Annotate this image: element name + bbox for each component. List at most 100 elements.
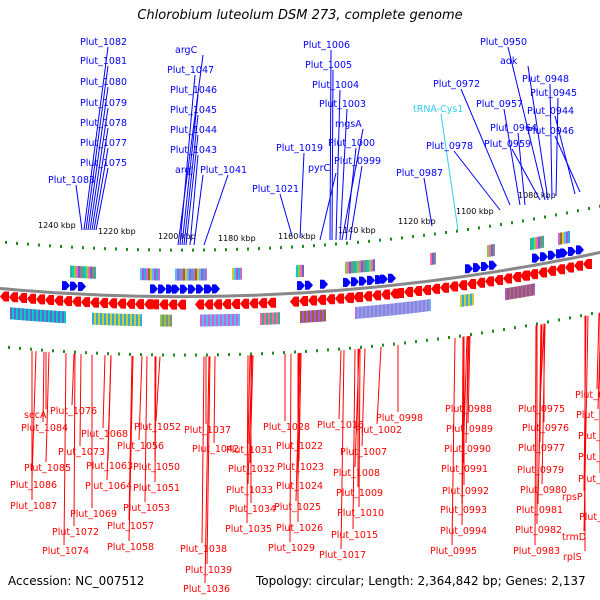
feature-block-reverse — [525, 284, 527, 297]
gene-leader-line — [45, 352, 50, 463]
gene-label-forward: Plut_1078 — [80, 118, 127, 129]
feature-block-reverse — [168, 314, 170, 327]
gene-leader-line — [42, 351, 45, 423]
feature-block-reverse — [302, 310, 304, 323]
tick-mark-outer — [170, 248, 172, 252]
gene-leader-line — [79, 354, 82, 447]
gene-label-forward: Plut_1006 — [303, 40, 350, 51]
gene-label-reverse: Plut_1086 — [10, 480, 57, 491]
reverse-gene-arrow — [0, 291, 9, 302]
feature-block-reverse — [464, 294, 466, 307]
reverse-gene-arrow — [335, 293, 344, 304]
gene-label-reverse: Plut_0989 — [446, 424, 493, 435]
tick-mark-outer — [126, 247, 128, 251]
gene-label-reverse: Plut_0990 — [444, 444, 491, 455]
tick-mark-inner — [228, 353, 230, 357]
gene-leader-line — [299, 152, 305, 239]
reverse-gene-arrow — [18, 293, 27, 304]
tick-mark-inner — [239, 352, 241, 356]
reverse-gene-arrow — [72, 296, 81, 307]
feature-block-forward — [197, 268, 199, 281]
gene-label-reverse: Plut_1032 — [228, 464, 275, 475]
kbp-label: 1140 kbp — [338, 226, 376, 235]
feature-block-reverse — [28, 308, 30, 321]
feature-block-reverse — [44, 310, 46, 322]
feature-block-forward — [493, 244, 495, 257]
feature-block-reverse — [314, 310, 316, 323]
feature-block-reverse — [276, 312, 278, 325]
feature-block-reverse — [132, 314, 134, 326]
feature-block-reverse — [42, 309, 44, 322]
gene-label-forward: argJ — [175, 165, 193, 176]
feature-block-forward — [90, 266, 92, 279]
feature-block-forward — [181, 268, 183, 281]
forward-gene-arrow — [343, 277, 351, 287]
feature-block-reverse — [324, 309, 326, 322]
reverse-gene-arrow — [27, 293, 36, 304]
tick-mark-outer — [38, 243, 40, 247]
feature-block-forward — [158, 268, 160, 281]
gene-leader-line — [128, 355, 133, 521]
gene-label-reverse: Plut_1017 — [319, 550, 366, 561]
tick-mark-inner — [261, 352, 263, 356]
tick-mark-outer — [115, 247, 117, 251]
gene-leader-line — [289, 353, 292, 543]
gene-leader-line — [361, 348, 366, 447]
gene-leader-line — [89, 107, 109, 231]
tick-mark-outer — [379, 238, 381, 242]
gene-leader-line — [87, 86, 109, 231]
gene-leader-line — [181, 94, 199, 246]
feature-block-forward — [72, 265, 74, 278]
feature-block-forward — [562, 232, 564, 245]
gene-label-reverse: Plut_0983 — [513, 546, 560, 557]
tick-mark-inner — [371, 344, 373, 348]
feature-block-forward — [187, 268, 189, 281]
gene-label-reverse: Plut_1007 — [340, 447, 387, 458]
feature-block-reverse — [363, 306, 365, 319]
gene-label-forward: tRNA-Cys1 — [413, 104, 463, 115]
feature-block-forward — [558, 232, 560, 245]
gene-label-reverse: Plut_1038 — [180, 544, 227, 555]
gene-label-reverse: Plut_1010 — [337, 508, 384, 519]
feature-block-forward — [369, 259, 371, 272]
gene-leader-line — [93, 147, 109, 231]
reverse-gene-arrow — [204, 299, 213, 310]
feature-block-forward — [351, 261, 353, 274]
gene-label-forward: Plut_0959 — [484, 139, 531, 150]
reverse-gene-arrow — [195, 299, 204, 310]
feature-block-reverse — [34, 309, 36, 322]
forward-gene-arrow — [576, 245, 584, 255]
tick-mark-outer — [456, 229, 458, 233]
tick-mark-inner — [272, 351, 274, 355]
tick-mark-outer — [500, 223, 502, 226]
feature-block-forward — [140, 268, 142, 281]
feature-block-reverse — [310, 310, 312, 323]
gene-leader-line — [453, 150, 501, 211]
feature-block-reverse — [375, 305, 377, 318]
tick-mark-inner — [525, 324, 527, 328]
gene-label-forward: Plut_0957 — [476, 99, 523, 110]
feature-block-reverse — [114, 313, 116, 326]
tick-mark-inner — [184, 353, 186, 357]
feature-block-forward — [564, 231, 566, 244]
tick-mark-inner — [41, 348, 43, 352]
gene-label-forward: Plut_1075 — [80, 158, 127, 169]
forward-gene-arrow — [489, 260, 497, 270]
tick-mark-outer — [247, 247, 249, 251]
reverse-gene-arrow — [413, 286, 422, 297]
feature-block-reverse — [46, 310, 48, 323]
reverse-gene-arrow — [317, 294, 326, 305]
gene-label-forward: argC — [175, 45, 198, 56]
feature-block-reverse — [204, 314, 206, 327]
feature-block-reverse — [357, 306, 359, 319]
gene-label-forward: pyrC — [308, 163, 331, 174]
reverse-gene-arrow — [45, 295, 54, 306]
feature-block-reverse — [216, 314, 218, 327]
feature-block-reverse — [519, 285, 521, 298]
forward-gene-arrow — [532, 253, 540, 263]
tick-mark-inner — [349, 346, 351, 350]
feature-block-reverse — [369, 305, 371, 318]
forward-gene-arrow — [62, 281, 70, 291]
tick-mark-inner — [536, 322, 538, 326]
gene-label-reverse: Plut_1058 — [107, 542, 154, 553]
